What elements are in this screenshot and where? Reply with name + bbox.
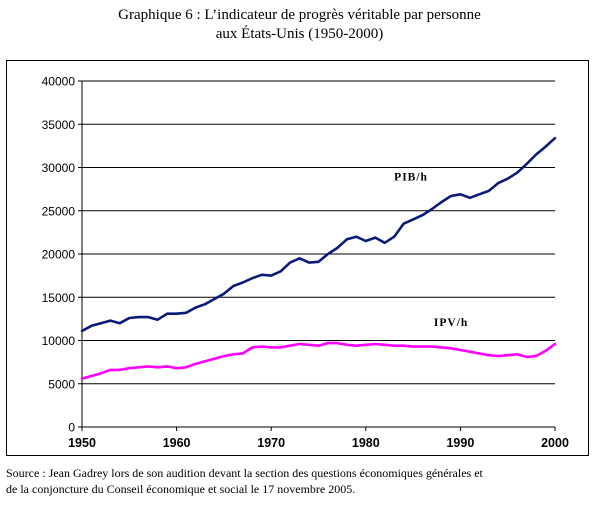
x-tick-label-1990: 1990 <box>446 436 474 450</box>
y-tick-label-30000: 30000 <box>42 161 76 175</box>
y-tick-label-20000: 20000 <box>42 248 76 262</box>
source-line-2: de la conjoncture du Conseil économique … <box>6 482 356 496</box>
y-tick-label-5000: 5000 <box>48 377 75 391</box>
x-tick-label-1960: 1960 <box>163 436 191 450</box>
x-tick-label-1980: 1980 <box>352 436 380 450</box>
chart-title-line-2: aux États-Unis (1950-2000) <box>215 26 384 42</box>
y-tick-label-15000: 15000 <box>42 291 76 305</box>
y-tick-label-10000: 10000 <box>42 334 76 348</box>
chart-title: Graphique 6 : L’indicateur de progrès vé… <box>0 6 599 44</box>
series-line-ipv-h <box>80 341 557 380</box>
chart-title-line-1: Graphique 6 : L’indicateur de progrès vé… <box>118 7 481 23</box>
y-tick-label-35000: 35000 <box>42 118 76 132</box>
source-line-1: Source : Jean Gadrey lors de son auditio… <box>6 466 483 480</box>
y-tick-label-0: 0 <box>68 421 75 435</box>
source-note: Source : Jean Gadrey lors de son auditio… <box>6 465 596 497</box>
x-tick-label-1970: 1970 <box>257 436 285 450</box>
series-label-ipv-h: IPV/h <box>434 317 468 329</box>
y-tick-label-25000: 25000 <box>42 204 76 218</box>
x-tick-label-1950: 1950 <box>68 436 96 450</box>
series-line-pib-h <box>80 136 557 333</box>
y-tick-label-40000: 40000 <box>42 75 76 89</box>
x-tick-label-2000: 2000 <box>541 436 569 450</box>
series-label-pib-h: PIB/h <box>394 171 428 183</box>
